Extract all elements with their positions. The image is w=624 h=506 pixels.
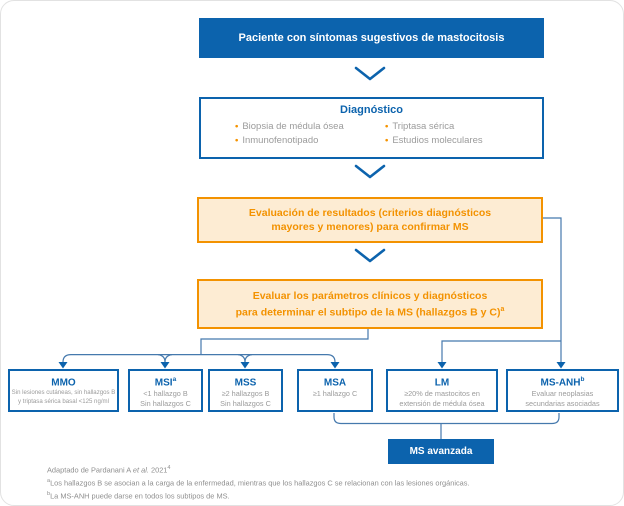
footnote-credit-ref: 4 [167,465,171,471]
subtype-title: LM [388,374,496,389]
subtype-title-text: LM [434,377,450,389]
diagnosis-item: Estudios moleculares [385,134,482,148]
diagnosis-box: Diagnóstico Biopsia de médula ósea Inmun… [199,97,544,159]
arrow-down-icon [556,362,566,369]
subtype-evaluation-box: Evaluar los parámetros clínicos y diagnó… [197,279,543,329]
arrow-down-icon [58,362,68,369]
diagnosis-item: Biopsia de médula ósea [235,120,385,134]
subtype-title-text: MMO [51,377,76,389]
footnote-b: bLa MS-ANH puede darse en todos los subt… [47,489,607,502]
diagnosis-column-1: Biopsia de médula ósea Inmunofenotipado [235,120,385,148]
subtype-detail: y triptasa sérica basal <125 ng/ml [18,397,109,405]
footnotes: Adaptado de Pardanani A et al. 20214 aLo… [47,463,607,502]
connector-eval2-to-rail [200,329,369,355]
footnote-credit-year: 2021 [148,465,168,475]
subtype-title: MSA [299,374,371,389]
subtype-detail: extensión de médula ósea [399,398,485,408]
footnote-credit-italic: et al. [132,465,149,475]
subtype-evaluation-line2: para determinar el subtipo de la MS (hal… [236,303,505,320]
subtype-title: MSIa [130,374,201,389]
evaluation-results-line1: Evaluación de resultados (criterios diag… [248,207,492,219]
diagnosis-title: Diagnóstico [340,104,403,116]
subtype-box-mmo: MMO Sin lesiones cutáneas, sin hallazgos… [8,369,119,412]
subtype-footnote-marker: b [580,376,585,383]
diagnosis-columns: Biopsia de médula ósea Inmunofenotipado … [201,120,542,148]
advanced-ms-box: MS avanzada [388,439,494,464]
chevron-down-icon [354,248,386,263]
arrow-down-icon [437,362,447,369]
diagnosis-item: Inmunofenotipado [235,134,385,148]
subtype-evaluation-footnote-marker: a [500,305,505,313]
subtype-detail: ≥1 hallazgo C [312,389,358,399]
chevron-down-icon [354,164,386,179]
subtype-title: MS-ANHb [508,374,617,389]
diagnosis-column-2: Triptasa sérica Estudios moleculares [385,120,483,148]
chevron-down-icon [354,66,386,81]
advanced-ms-label: MS avanzada [409,446,473,457]
footnote-a-marker: a [47,477,51,484]
subtype-detail: Sin hallazgos C [220,398,271,408]
subtype-title-text: MS-ANH [540,377,581,389]
connector-arrowheads [58,362,566,369]
evaluation-results-line2: mayores y menores) para confirmar MS [271,221,469,233]
footnote-a-text: Los hallazgos B se asocian a la carga de… [50,478,470,488]
subtype-detail: Sin lesiones cutáneas, sin hallazgos B [11,389,116,397]
subtype-footnote-marker: a [172,376,177,383]
subtype-box-msi: MSIa <1 hallazgo B Sin hallazgos C [128,369,203,412]
connector-branch-to-lm [441,340,561,363]
connector-drop-mss-curve [244,354,253,363]
subtype-evaluation-line2-text: para determinar el subtipo de la MS (hal… [235,306,501,319]
footnote-credit-text: Adaptado de Pardanani A [47,465,133,475]
arrow-down-icon [330,362,340,369]
footnote-a: aLos hallazgos B se asocian a la carga d… [47,476,607,489]
connector-drop-msi-curve [164,354,173,363]
connector-advanced-bracket [333,413,560,425]
subtype-box-lm: LM ≥20% de mastocitos en extensión de mé… [386,369,498,412]
connector-drop-msi [157,354,166,363]
arrow-down-icon [240,362,250,369]
diagnosis-item: Triptasa sérica [385,120,483,134]
arrow-down-icon [160,362,170,369]
subtype-title: MMO [10,374,117,389]
subtype-box-mss: MSS ≥2 hallazgos B Sin hallazgos C [208,369,283,412]
subtype-detail: ≥2 hallazgos B [221,389,270,399]
connector-subtype-rail [62,354,336,363]
subtype-title-text: MSA [323,377,347,389]
subtype-title: MSS [210,374,281,389]
evaluation-results-box: Evaluación de resultados (criterios diag… [197,197,543,243]
subtype-detail: secundarias asociadas [525,398,600,408]
patient-symptoms-box: Paciente con síntomas sugestivos de mast… [199,18,544,58]
subtype-detail: ≥20% de mastocitos en [404,389,480,399]
footnote-b-text: La MS-ANH puede darse en todos los subti… [50,491,230,501]
footnote-credit: Adaptado de Pardanani A et al. 20214 [47,463,607,476]
subtype-detail: <1 hallazgo B [143,389,188,399]
subtype-title-text: MSS [234,377,257,389]
subtype-box-ms-anh: MS-ANHb Evaluar neoplasias secundarias a… [506,369,619,412]
subtype-title-text: MSI [154,377,173,389]
subtype-detail: Sin hallazgos C [140,398,191,408]
patient-symptoms-label: Paciente con síntomas sugestivos de mast… [238,32,505,44]
subtype-detail: Evaluar neoplasias [531,389,594,399]
footnote-b-marker: b [47,490,51,497]
connector-eval1-to-msanh [543,217,562,363]
subtype-evaluation-line1: Evaluar los parámetros clínicos y diagnó… [252,289,488,302]
connector-drop-mss [237,354,246,363]
subtype-box-msa: MSA ≥1 hallazgo C [297,369,373,412]
